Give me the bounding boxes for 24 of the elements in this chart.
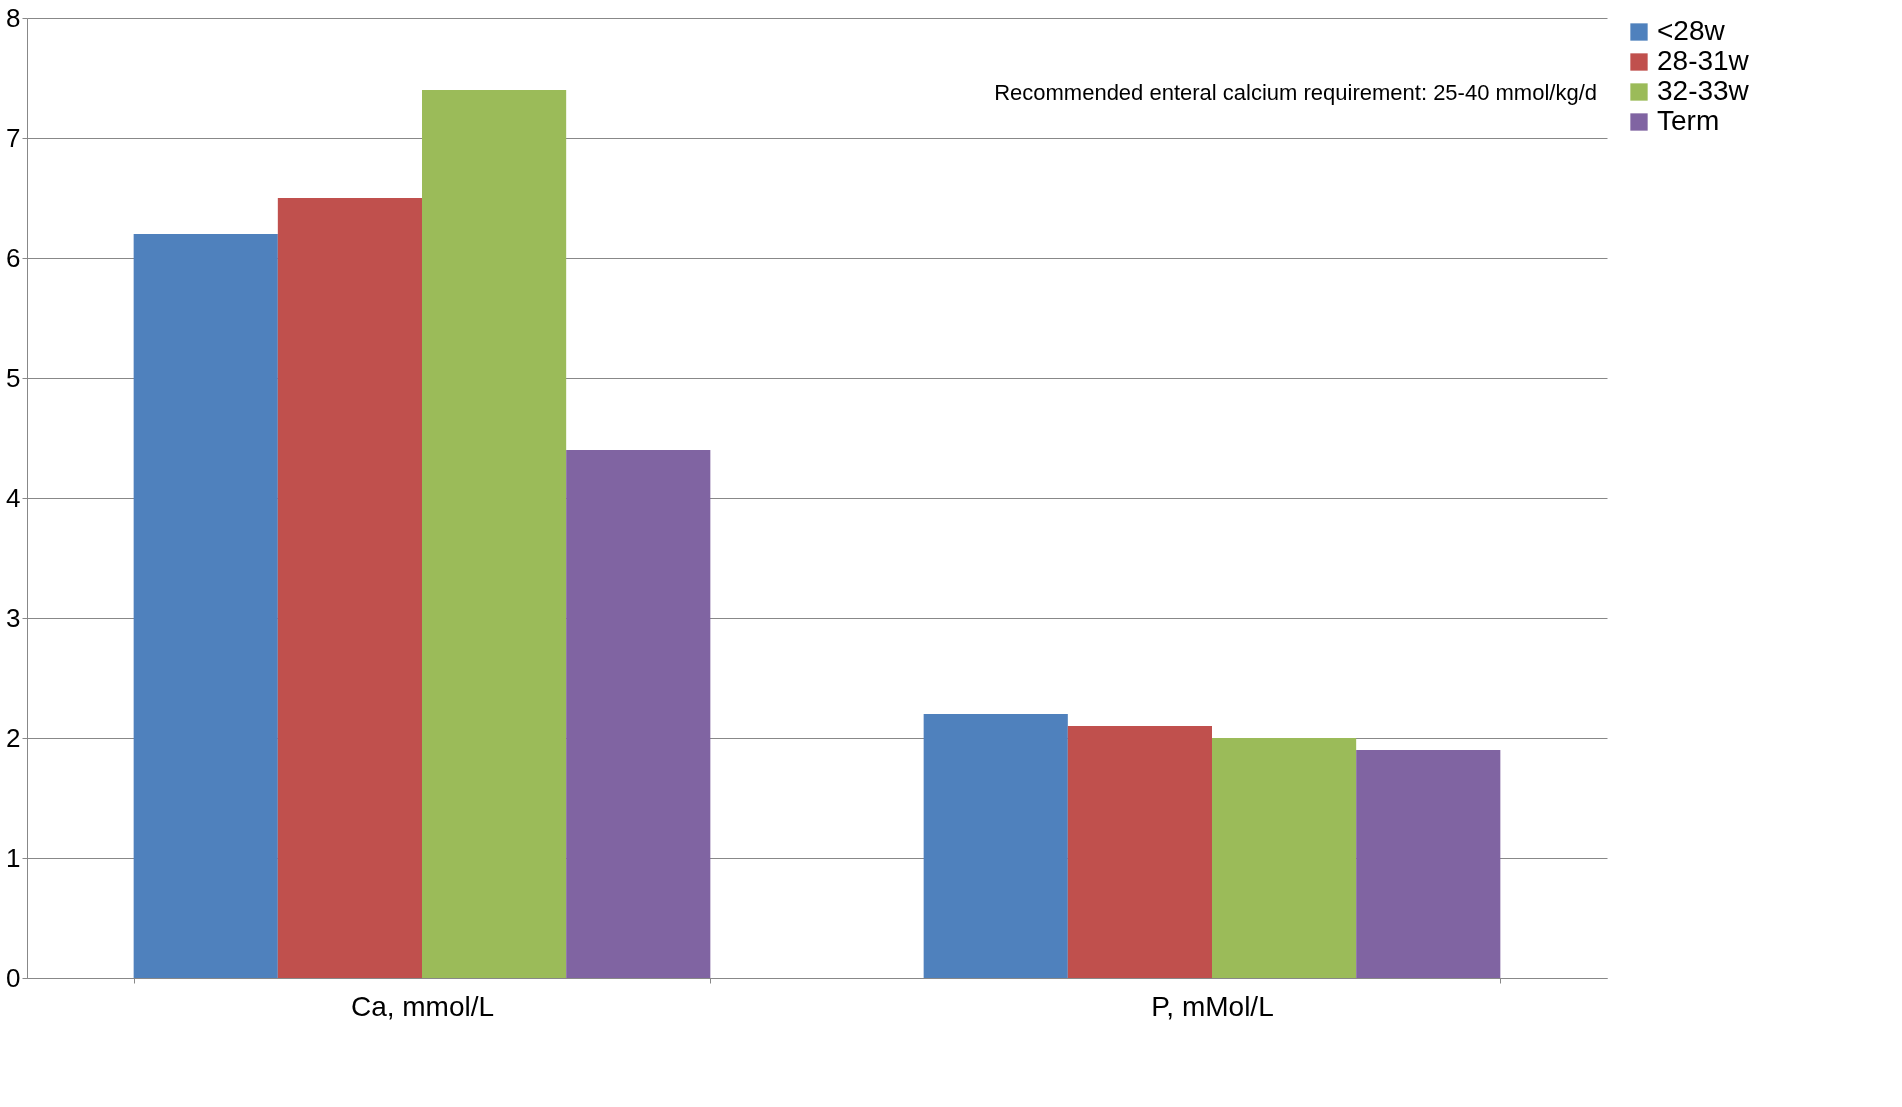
bar [277,198,422,978]
bar [566,450,711,978]
bar [133,234,278,978]
legend-label: 28-31w [1657,45,1750,76]
legend-label: Term [1657,105,1720,136]
y-tick-label: 3 [6,602,21,633]
x-tick-label: P, mMol/L [1151,990,1274,1022]
legend-label: 32-33w [1657,75,1750,106]
y-tick-label: 2 [6,722,21,753]
y-tick-label: 1 [6,842,21,873]
annotation: Recommended enteral calcium requirement: 25-40 mmol/kg/d [994,80,1597,105]
x-tick-label: Ca, mmol/L [350,990,495,1022]
bar [923,714,1068,978]
y-tick-label: 6 [6,242,21,273]
y-tick-label: 8 [6,2,21,33]
y-tick-label: 5 [6,362,21,393]
y-tick-label: 0 [6,962,21,993]
bar [422,90,567,978]
bar [1067,726,1212,978]
bar [1212,738,1357,978]
legend-label: <28w [1657,15,1726,46]
y-tick-label: 7 [6,122,21,153]
y-tick-label: 4 [6,482,21,513]
bar [1356,750,1501,978]
